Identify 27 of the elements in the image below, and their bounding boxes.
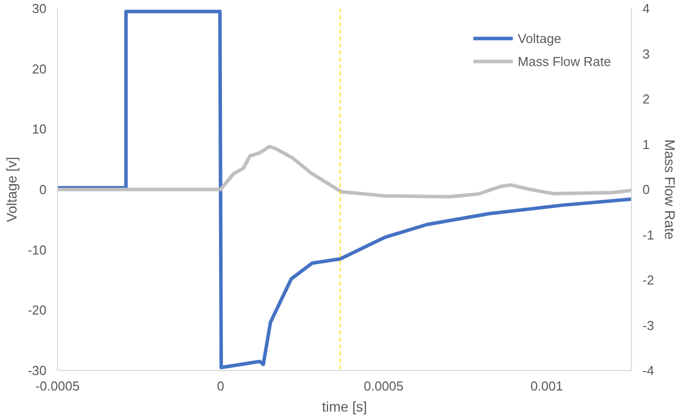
y2-tick-label: 1 [642,136,650,152]
x-tick-label: -0.0005 [35,378,80,394]
y2-tick-label: 2 [642,92,650,106]
y-tick-label: 20 [32,61,47,76]
y2-tick-label: -1 [642,227,654,242]
y-tick-label: 30 [32,1,47,16]
line-series [58,144,632,198]
y-tick-label: 10 [32,122,47,137]
x-axis-title: time [s] [322,398,368,414]
y2-tick-label: 3 [642,46,650,62]
y-tick-label: -10 [28,242,47,258]
y-axis-title: Voltage [v] [4,156,20,222]
y2-tick-label: -4 [642,363,654,378]
y2-tick-label: 0 [642,182,650,197]
y-tick-label: -20 [28,302,47,318]
y-tick-label: 0 [39,182,47,197]
x-tick-label: 0.0005 [364,378,404,394]
y2-tick-label: -2 [642,272,654,288]
x-tick-label: 0 [216,378,224,394]
x-tick-label: 0.001 [530,378,563,394]
legend-label: Mass Flow Rate [518,54,611,68]
y2-tick-label: 4 [642,1,650,16]
y2-tick-label: -3 [642,318,654,333]
line-series [58,10,632,370]
y-tick-label: -30 [28,363,47,378]
y2-axis-title: Mass Flow Rate [662,139,678,240]
legend-label: Voltage [518,30,562,46]
